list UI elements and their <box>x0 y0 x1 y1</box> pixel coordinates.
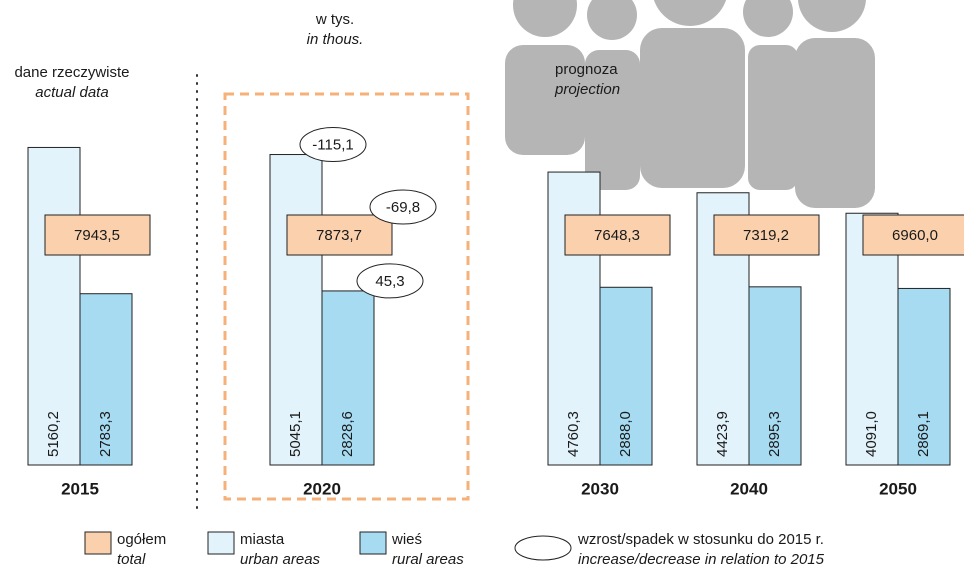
total-label: 7873,7 <box>316 227 362 244</box>
x-tick-label: 2050 <box>879 479 917 498</box>
change-ellipse <box>356 263 424 299</box>
unit: w tys. <box>315 11 354 28</box>
change-label: -115,1 <box>312 137 353 154</box>
bar <box>27 146 81 466</box>
bar <box>748 286 802 466</box>
total-label: 7648,3 <box>594 227 640 244</box>
total-box <box>44 214 151 256</box>
total-label: 6960,0 <box>892 227 938 244</box>
legend-swatch <box>359 531 387 555</box>
legend-label: miasta <box>240 531 285 548</box>
highlight-box <box>223 92 470 501</box>
bar-value-label: 4760,3 <box>565 411 582 457</box>
x-tick-label: 2030 <box>581 479 619 498</box>
total-box <box>862 214 964 256</box>
people-illustration <box>505 0 875 208</box>
bar-value-label: 2783,3 <box>97 411 114 457</box>
bar <box>599 286 653 466</box>
bar-value-label: 2895,3 <box>766 411 783 457</box>
bar-value-label: 2828,6 <box>339 411 356 457</box>
projection-label-en: projection <box>554 81 620 98</box>
legend-label-en: urban areas <box>240 551 321 568</box>
total-box <box>564 214 671 256</box>
bar <box>79 293 133 466</box>
legend: ogółem total miasta urban areas wieś rural ar… <box>84 531 825 568</box>
legend-label: wieś <box>391 531 422 548</box>
bar-value-label: 2869,1 <box>915 411 932 457</box>
bar <box>269 154 323 466</box>
total-box <box>713 214 820 256</box>
bar-value-label: 5160,2 <box>45 411 62 457</box>
legend-swatch <box>207 531 235 555</box>
change-ellipse <box>299 127 367 163</box>
legend-swatch <box>84 531 112 555</box>
total-label: 7319,2 <box>743 227 789 244</box>
change-ellipse <box>369 189 437 225</box>
legend-label-en: total <box>117 551 146 568</box>
bar-value-label: 2888,0 <box>617 411 634 457</box>
legend-label: wzrost/spadek w stosunku do 2015 r. <box>577 531 824 548</box>
bar-value-label: 4423,9 <box>714 411 731 457</box>
x-tick-label: 2040 <box>730 479 768 498</box>
legend-swatch <box>514 535 572 561</box>
bar <box>321 290 375 466</box>
legend-label-en: rural areas <box>392 551 464 568</box>
x-tick-label: 2015 <box>61 479 99 498</box>
total-label: 7943,5 <box>74 227 120 244</box>
bar <box>897 287 951 466</box>
actual-label-en: actual data <box>35 84 108 101</box>
actual-label: dane rzeczywiste <box>14 64 129 81</box>
legend-label-en: increase/decrease in relation to 2015 <box>578 551 825 568</box>
bar-value-label: 5045,1 <box>287 411 304 457</box>
unit-en: in thous. <box>307 31 364 48</box>
change-label: -69,8 <box>386 199 420 216</box>
projection-label: prognoza <box>555 61 618 78</box>
legend-label: ogółem <box>117 531 166 548</box>
change-label: 45,3 <box>375 273 404 290</box>
total-box <box>286 214 393 256</box>
x-tick-label: 2020 <box>303 479 341 498</box>
bar-value-label: 4091,0 <box>863 411 880 457</box>
